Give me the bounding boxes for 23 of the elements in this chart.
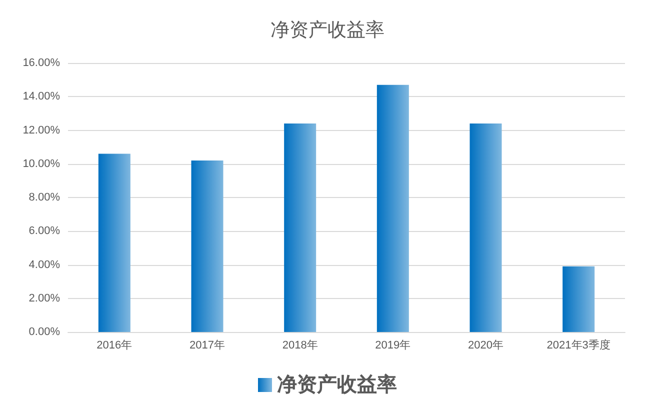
x-tick-label: 2017年 xyxy=(190,340,225,352)
legend-label: 净资产收益率 xyxy=(277,373,397,396)
y-tick-label: 16.00% xyxy=(22,57,60,69)
y-tick-label: 8.00% xyxy=(28,192,60,204)
x-tick-label: 2016年 xyxy=(96,340,132,352)
bar xyxy=(284,124,316,332)
bar xyxy=(376,84,409,332)
y-tick-label: 2.00% xyxy=(28,292,60,304)
y-tick-label: 4.00% xyxy=(28,258,60,271)
bar xyxy=(191,160,224,332)
bar xyxy=(562,266,595,332)
x-tick-label: 2020年 xyxy=(468,340,504,352)
x-tick-label: 2021年3季度 xyxy=(546,338,610,352)
y-tick-label: 0.00% xyxy=(28,326,60,338)
y-tick-label: 10.00% xyxy=(22,158,60,170)
bar xyxy=(470,124,502,332)
y-tick-label: 14.00% xyxy=(22,90,60,103)
y-tick-label: 12.00% xyxy=(22,124,60,136)
x-tick-label: 2018年 xyxy=(282,340,318,352)
x-tick-label: 2019年 xyxy=(375,340,411,352)
bar xyxy=(98,154,130,332)
chart-title: 净资产收益率 xyxy=(270,19,384,41)
y-tick-label: 6.00% xyxy=(28,225,60,238)
